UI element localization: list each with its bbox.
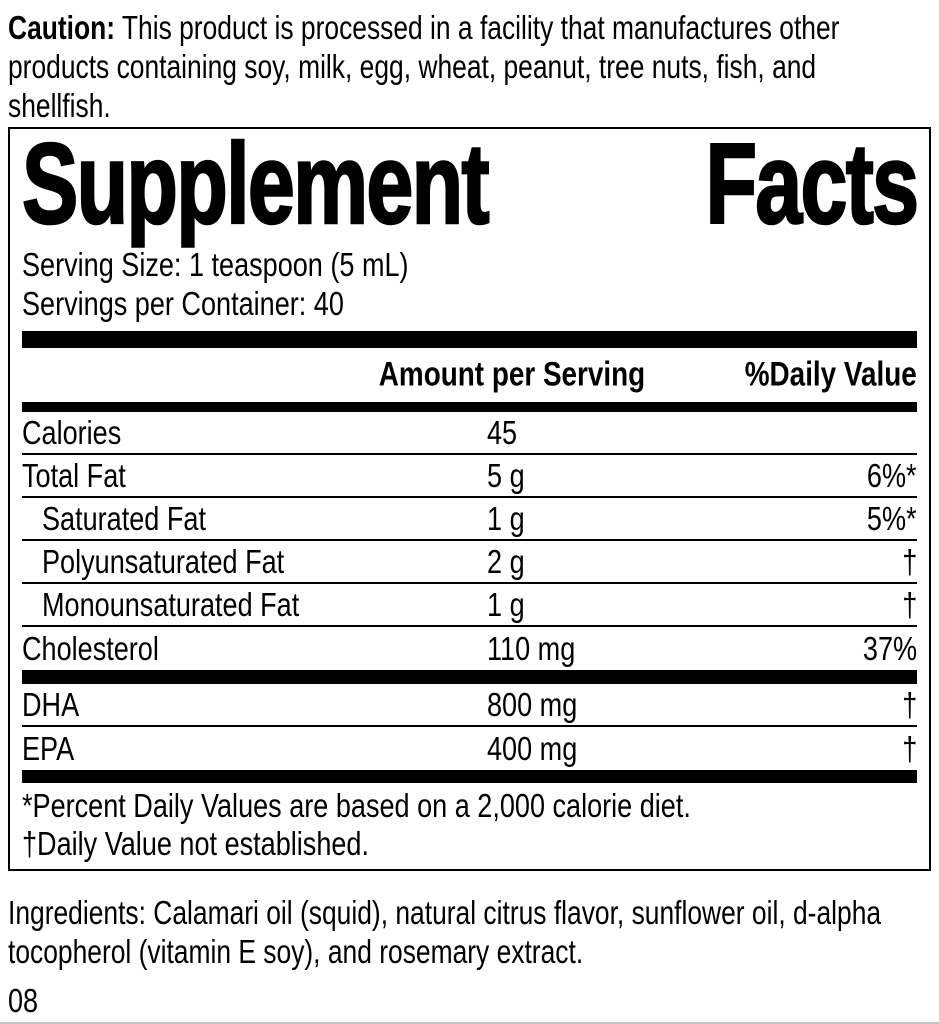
supplement-facts-panel: Supplement Facts Serving Size: 1 teaspoo… (8, 121, 931, 871)
daily-value: † (901, 729, 917, 767)
daily-value: 5%* (867, 499, 917, 537)
omega-rows: DHA 800 mg † EPA 400 mg † (22, 684, 917, 770)
row-cholesterol: Cholesterol 110 mg 37% (22, 627, 917, 670)
row-calories: Calories 45 (22, 412, 917, 455)
footnote-percent-daily-values: *Percent Daily Values are based on a 2,0… (22, 787, 691, 824)
nutrient-name: Calories (22, 413, 122, 451)
amount-value: 110 mg (487, 629, 576, 667)
caution-line-text: This product is processed in a facility … (121, 9, 840, 46)
nutrient-name: Total Fat (22, 456, 126, 494)
amount-value: 1 g (487, 585, 525, 623)
caution-line: shellfish. (8, 87, 111, 124)
daily-value: 6%* (867, 456, 917, 494)
page-code: 08 (8, 982, 39, 1019)
caution-label: Caution: (8, 9, 116, 46)
column-header-row: Amount per Serving %Daily Value (22, 348, 917, 402)
amount-value: 45 (487, 413, 518, 451)
row-epa: EPA 400 mg † (22, 727, 917, 770)
amount-value: 5 g (487, 456, 525, 494)
ingredients-paragraph: Ingredients: Calamari oil (squid), natur… (8, 893, 939, 971)
thick-divider-header (22, 402, 917, 412)
amount-per-serving-header: Amount per Serving (378, 355, 646, 394)
daily-value (524, 414, 917, 452)
nutrient-name: Monounsaturated Fat (42, 585, 300, 623)
daily-value: 37% (862, 629, 917, 667)
serving-size-line: Serving Size: 1 teaspoon (5 mL) (22, 246, 409, 283)
row-dha: DHA 800 mg † (22, 684, 917, 727)
nutrient-name: DHA (22, 685, 80, 723)
row-total-fat: Total Fat 5 g 6%* (22, 455, 917, 498)
servings-per-container-line: Servings per Container: 40 (22, 285, 344, 322)
title-word-supplement: Supplement (21, 121, 490, 248)
row-monounsaturated-fat: Monounsaturated Fat 1 g † (22, 584, 917, 627)
daily-value-header: %Daily Value (744, 355, 917, 394)
caution-line: Caution: This product is processed in a … (8, 8, 839, 47)
nutrient-name: Saturated Fat (42, 499, 206, 537)
caution-paragraph: Caution: This product is processed in a … (0, 0, 939, 125)
amount-value: 800 mg (487, 685, 578, 723)
title-word-facts: Facts (704, 121, 919, 248)
daily-value: † (901, 685, 917, 723)
amount-value: 2 g (487, 542, 525, 580)
nutrient-rows: Calories 45 Total Fat 5 g 6%* Saturated … (22, 412, 917, 670)
thick-divider-bottom (22, 770, 917, 783)
thick-divider-top (22, 331, 917, 348)
nutrient-name: EPA (22, 729, 75, 767)
ingredients-line: Ingredients: Calamari oil (squid), natur… (8, 894, 882, 931)
panel-title: Supplement Facts (21, 121, 920, 248)
thick-divider-mid (22, 670, 917, 684)
footnote-daily-value-not-established: †Daily Value not established. (22, 825, 369, 862)
bottom-edge-line (0, 1022, 939, 1024)
caution-line: products containing soy, milk, egg, whea… (8, 48, 817, 85)
row-polyunsaturated-fat: Polyunsaturated Fat 2 g † (22, 541, 917, 584)
amount-value: 1 g (487, 499, 525, 537)
daily-value: † (901, 542, 917, 580)
row-saturated-fat: Saturated Fat 1 g 5%* (22, 498, 917, 541)
amount-value: 400 mg (487, 729, 578, 767)
nutrient-name: Polyunsaturated Fat (42, 542, 285, 580)
ingredients-line: tocopherol (vitamin E soy), and rosemary… (8, 933, 584, 970)
daily-value: † (901, 585, 917, 623)
nutrient-name: Cholesterol (22, 629, 159, 667)
